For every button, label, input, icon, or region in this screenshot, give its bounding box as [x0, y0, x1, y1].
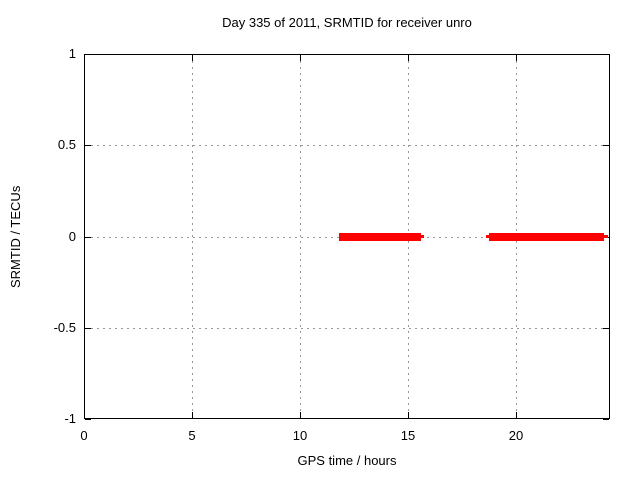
x-tick-label: 15 — [400, 428, 416, 443]
x-tick-mark — [300, 55, 302, 61]
data-segment — [338, 232, 421, 241]
y-gridline — [85, 327, 609, 329]
y-tick-label: -1 — [64, 411, 76, 426]
x-tick-label: 0 — [80, 428, 88, 443]
y-tick-mark — [85, 54, 91, 55]
y-tick-mark — [85, 327, 91, 329]
y-tick-mark — [85, 236, 91, 238]
x-tick-mark — [408, 412, 410, 418]
y-tick-mark — [603, 54, 609, 55]
y-tick-mark — [85, 419, 91, 420]
x-tick-label: 20 — [508, 428, 524, 443]
x-tick-mark — [408, 55, 410, 61]
y-tick-label: 0.5 — [57, 137, 76, 153]
plot-area — [84, 54, 610, 419]
x-tick-mark — [300, 412, 302, 418]
x-tick-mark — [192, 412, 193, 418]
y-tick-mark — [603, 327, 609, 329]
x-axis-label: GPS time / hours — [297, 453, 397, 468]
x-tick-label: 10 — [292, 428, 308, 443]
data-segment — [488, 232, 604, 241]
y-tick-mark — [85, 145, 91, 147]
y-tick-label: 1 — [68, 46, 76, 61]
x-tick-mark — [516, 55, 518, 61]
y-tick-label: 0 — [68, 228, 76, 244]
x-tick-mark — [84, 55, 85, 61]
y-tick-mark — [603, 145, 609, 147]
y-tick-label: -0.5 — [53, 319, 76, 335]
y-tick-mark — [603, 419, 609, 420]
x-tick-label: 5 — [188, 428, 196, 443]
x-tick-mark — [192, 55, 193, 61]
x-tick-mark — [516, 412, 518, 418]
y-gridline — [85, 145, 609, 147]
chart-title: Day 335 of 2011, SRMTID for receiver unr… — [222, 15, 472, 30]
x-tick-mark — [84, 412, 85, 418]
